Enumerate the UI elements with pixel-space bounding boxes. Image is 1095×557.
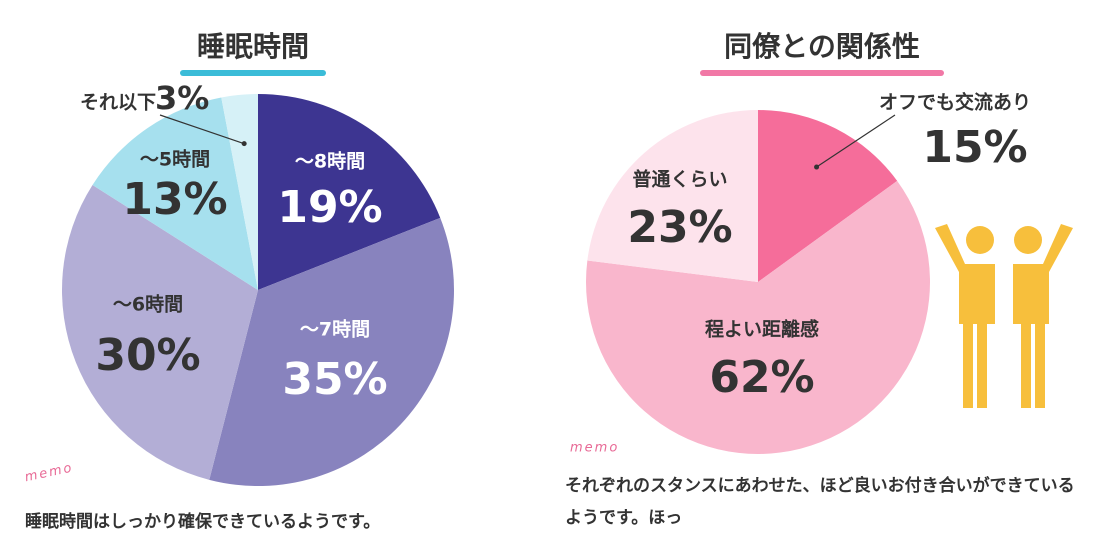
memo-label: memo	[23, 460, 74, 485]
pie-slice	[92, 97, 259, 290]
value-label: 30%	[95, 330, 200, 381]
category-label: それ以下	[80, 92, 156, 114]
pie-slice	[758, 110, 898, 282]
value-label: 62%	[709, 352, 814, 403]
value-label: 35%	[282, 354, 387, 405]
leader-dot	[241, 141, 247, 147]
category-label: オフでも交流あり	[879, 91, 1031, 114]
caption: それぞれのスタンスにあわせた、ほど良いお付き合いができているようです。ほっ	[565, 476, 1075, 528]
chart-title: 睡眠時間	[197, 30, 309, 63]
leader-dot	[814, 164, 820, 170]
pie-slice	[209, 217, 455, 486]
people-icon	[935, 224, 1073, 408]
pie-slice	[221, 94, 258, 290]
pie-slice	[585, 180, 930, 454]
title-underline	[180, 70, 326, 76]
chart-title: 同僚との関係性	[724, 30, 920, 63]
value-label: 13%	[122, 174, 227, 225]
category-label: 程よい距離感	[705, 318, 819, 341]
leader-line	[159, 114, 245, 145]
category-label: ～7時間	[300, 319, 370, 341]
value-label: 15%	[922, 122, 1027, 173]
leader-line	[816, 114, 896, 168]
value-label: 3%	[155, 79, 209, 117]
pie-slice	[258, 94, 441, 290]
category-label: ～5時間	[140, 149, 210, 171]
pie-slice	[61, 184, 259, 480]
value-label: 19%	[277, 182, 382, 233]
memo-label: memo	[570, 441, 619, 456]
caption: 睡眠時間はしっかり確保できているようです。	[25, 511, 380, 532]
pie-slice	[587, 110, 758, 282]
title-underline	[700, 70, 944, 76]
category-label: ～6時間	[113, 294, 183, 316]
category-label: 普通くらい	[632, 168, 727, 191]
category-label: ～8時間	[295, 151, 365, 173]
caption-box: それぞれのスタンスにあわせた、ほど良いお付き合いができているようです。ほっ	[565, 476, 1075, 528]
value-label: 23%	[627, 202, 732, 253]
